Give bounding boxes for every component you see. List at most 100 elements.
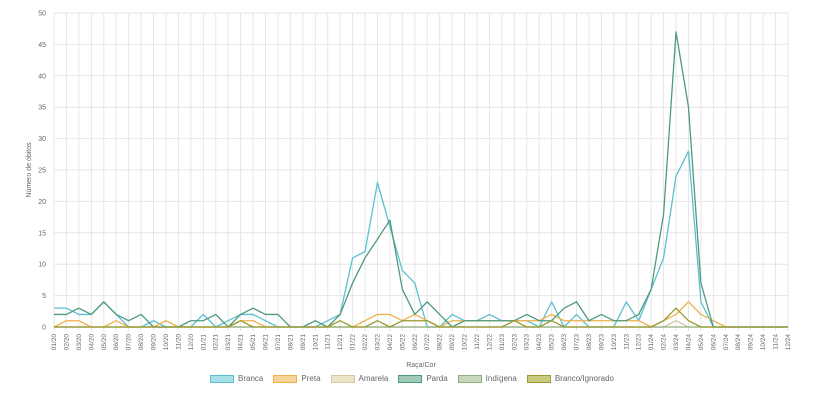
x-tick-label: 05/23 [549, 334, 556, 351]
y-tick-label: 45 [38, 42, 46, 49]
x-tick-label: 01/20 [51, 334, 58, 351]
x-tick-label: 10/24 [760, 334, 767, 351]
chart-legend: Branca Preta Amarela Parda Indígena Branco/Ig… [0, 374, 824, 383]
x-tick-label: 08/21 [287, 334, 294, 351]
x-tick-label: 04/23 [536, 334, 543, 351]
x-tick-label: 06/23 [561, 334, 568, 351]
x-tick-label: 08/22 [437, 334, 444, 351]
y-tick-label: 0 [42, 325, 46, 332]
x-tick-label: 05/24 [698, 334, 705, 351]
y-tick-label: 30 [38, 136, 46, 143]
x-tick-label: 08/20 [138, 334, 145, 351]
y-axis-ticks: 0 5 10 15 20 25 30 35 40 45 50 [38, 11, 46, 332]
x-tick-label: 10/22 [462, 334, 469, 351]
x-tick-label: 09/21 [300, 334, 307, 351]
y-tick-label: 35 [38, 105, 46, 112]
x-tick-label: 11/23 [623, 334, 630, 350]
x-tick-label: 08/23 [586, 334, 593, 351]
x-tick-label: 02/24 [661, 334, 668, 351]
x-tick-label: 04/22 [387, 334, 394, 351]
legend-label: Parda [426, 374, 448, 383]
y-tick-label: 5 [42, 293, 46, 300]
x-tick-label: 09/22 [449, 334, 456, 351]
x-tick-label: 02/21 [213, 334, 220, 351]
y-tick-label: 25 [38, 168, 46, 175]
x-tick-label: 09/24 [748, 334, 755, 351]
x-tick-label: 07/24 [723, 334, 730, 351]
y-tick-label: 15 [38, 230, 46, 237]
x-tick-label: 10/20 [163, 334, 170, 351]
legend-item[interactable]: Indígena [457, 374, 517, 383]
y-tick-label: 40 [38, 73, 46, 80]
x-tick-label: 09/20 [151, 334, 158, 351]
x-tick-label: 03/23 [524, 334, 531, 351]
x-tick-label: 06/24 [710, 334, 717, 351]
x-tick-label: 07/22 [424, 334, 431, 351]
x-tick-label: 03/24 [673, 334, 680, 351]
x-tick-label: 11/22 [474, 334, 481, 350]
series-line-1 [54, 150, 788, 328]
series-line-6 [54, 307, 788, 328]
legend-label: Preta [301, 374, 321, 383]
x-tick-label: 11/21 [325, 334, 332, 350]
x-tick-label: 06/20 [113, 334, 120, 351]
legend-item[interactable]: Parda [398, 374, 448, 383]
x-tick-label: 04/21 [238, 334, 245, 351]
x-tick-label: 02/23 [511, 334, 518, 351]
x-tick-label: 10/23 [611, 334, 618, 351]
x-tick-label: 06/22 [412, 334, 419, 351]
x-tick-label: 07/20 [126, 334, 133, 351]
legend-label: Amarela [358, 374, 389, 383]
x-axis-ticks: 01/20 02/20 03/20 04/20 05/20 06/20 07/20 08/20… [51, 334, 792, 351]
grid-lines [53, 12, 789, 331]
x-tick-label: 07/23 [574, 334, 581, 351]
y-tick-label: 50 [38, 11, 46, 18]
y-axis-label: Número de óbitos [26, 142, 33, 198]
x-tick-label: 06/21 [262, 334, 269, 351]
y-tick-label: 20 [38, 199, 46, 206]
x-tick-label: 04/24 [685, 334, 692, 351]
x-tick-label: 01/24 [648, 334, 655, 351]
x-tick-label: 03/21 [225, 334, 232, 351]
x-tick-label: 04/20 [88, 334, 95, 351]
legend-swatch [210, 374, 235, 383]
x-tick-label: 03/20 [76, 334, 83, 351]
x-axis-label: Raça/Cor [406, 362, 436, 369]
x-tick-label: 03/22 [374, 334, 381, 351]
legend-swatch [398, 374, 423, 383]
x-tick-label: 01/21 [200, 334, 207, 351]
legend-swatch [273, 374, 298, 383]
x-tick-label: 12/21 [337, 334, 344, 351]
x-tick-label: 09/23 [598, 334, 605, 351]
y-tick-label: 10 [38, 262, 46, 269]
x-tick-label: 01/22 [350, 334, 357, 351]
x-tick-label: 11/24 [773, 334, 780, 350]
x-tick-label: 12/22 [486, 334, 493, 351]
legend-label: Branco/Ignorado [554, 374, 614, 383]
x-tick-label: 02/20 [63, 334, 70, 351]
x-tick-label: 07/21 [275, 334, 282, 351]
x-tick-label: 05/20 [101, 334, 108, 351]
legend-label: Branca [238, 374, 264, 383]
series-line-2 [53, 301, 788, 328]
legend-item[interactable]: Preta [273, 374, 321, 383]
x-tick-label: 12/24 [785, 334, 792, 351]
x-tick-label: 12/23 [636, 334, 643, 351]
x-tick-label: 08/24 [735, 334, 742, 351]
legend-item[interactable]: Amarela [330, 374, 389, 383]
x-tick-label: 10/21 [312, 334, 319, 351]
legend-swatch [457, 374, 482, 383]
x-tick-label: 11/20 [175, 334, 182, 350]
x-tick-label: 12/20 [188, 334, 195, 351]
series-lines [53, 31, 788, 328]
legend-swatch [526, 374, 551, 383]
x-tick-label: 05/22 [399, 334, 406, 351]
x-tick-label: 05/21 [250, 334, 257, 351]
x-tick-label: 01/23 [499, 334, 506, 351]
legend-item[interactable]: Branca [210, 374, 263, 383]
legend-label: Indígena [485, 374, 517, 383]
legend-item[interactable]: Branco/Ignorado [526, 374, 614, 383]
x-tick-label: 02/22 [362, 334, 369, 351]
